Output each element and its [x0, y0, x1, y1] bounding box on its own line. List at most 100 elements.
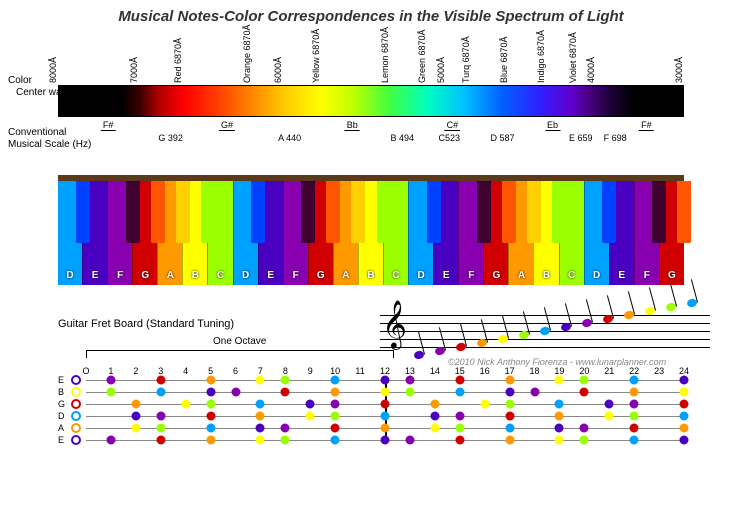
fret-dot [480, 400, 489, 409]
fret-dot [331, 376, 340, 385]
fret-number: 6 [233, 366, 238, 376]
piano-black-key [477, 181, 491, 243]
note-hz-label: E 659 [569, 133, 593, 143]
wavelength-tick: 7000Å [129, 57, 139, 83]
staff-note [434, 346, 446, 356]
staff-line [380, 339, 710, 340]
fret-dot [630, 376, 639, 385]
fret-dot [131, 412, 140, 421]
color-label: Color [8, 75, 32, 86]
staff-note [623, 310, 635, 320]
fret-number: 8 [283, 366, 288, 376]
fret-dot [256, 412, 265, 421]
note-hz-label: F 698 [604, 133, 627, 143]
spectrum-bar [58, 85, 684, 117]
fret-number: 13 [405, 366, 415, 376]
fret-dot [281, 436, 290, 445]
fret-number: 2 [133, 366, 138, 376]
wavelength-tick: 3000Å [674, 57, 684, 83]
fret-dot [306, 412, 315, 421]
key-label: E [267, 270, 274, 281]
fret-dot [630, 436, 639, 445]
piano-black-key [527, 181, 541, 243]
fret-number: 18 [529, 366, 539, 376]
fret-number: 22 [629, 366, 639, 376]
key-label: A [167, 270, 174, 281]
piano: DEFGABCDEFGABCDEFGABCDEFG [58, 175, 684, 285]
fret-dot [131, 400, 140, 409]
key-label: E [92, 270, 99, 281]
fret-number: 10 [330, 366, 340, 376]
wavelength-tick: Green 6870Å [417, 29, 427, 83]
fret-dot [381, 400, 390, 409]
fret-dot [680, 400, 689, 409]
fret-dot [455, 424, 464, 433]
string-label: E [58, 375, 64, 385]
fret-dot [555, 412, 564, 421]
fret-dot [680, 388, 689, 397]
fret-dot [430, 400, 439, 409]
sharp-label: G# [219, 120, 235, 131]
key-label: D [66, 270, 73, 281]
key-label: E [618, 270, 625, 281]
fret-dot [206, 412, 215, 421]
fret-dot [331, 424, 340, 433]
fret-dot [505, 424, 514, 433]
fret-dot [505, 436, 514, 445]
note-hz-label: B 494 [391, 133, 415, 143]
wavelength-tick: Indigo 6870Å [536, 30, 546, 83]
fret-dot [555, 424, 564, 433]
wavelength-tick: Yellow 6870Å [311, 29, 321, 83]
staff: 𝄞 [380, 305, 710, 360]
note-hz-label: G 392 [158, 133, 183, 143]
fret-dot [281, 376, 290, 385]
key-label: C [568, 270, 575, 281]
open-string-ring [71, 411, 81, 421]
fret-dot [156, 436, 165, 445]
fret-dot [555, 436, 564, 445]
fret-number: 16 [480, 366, 490, 376]
fret-number: 21 [604, 366, 614, 376]
fret-dot [331, 412, 340, 421]
piano-black-key [126, 181, 140, 243]
octave-brace [86, 350, 394, 358]
fret-dot [256, 424, 265, 433]
staff-note [686, 298, 698, 308]
key-label: A [518, 270, 525, 281]
fret-dot [381, 436, 390, 445]
fret-dot [206, 388, 215, 397]
piano-black-key [76, 181, 90, 243]
fret-dot [281, 424, 290, 433]
wavelength-tick: Violet 6870Å [568, 32, 578, 83]
scale-label: Musical Scale (Hz) [8, 139, 91, 150]
fret-dot [306, 400, 315, 409]
fret-number: 3 [158, 366, 163, 376]
wavelength-tick: Red 6870Å [173, 38, 183, 83]
octave-label: One Octave [213, 336, 266, 347]
fret-dot [256, 376, 265, 385]
open-string-ring [71, 423, 81, 433]
fret-dot [331, 436, 340, 445]
fret-dot [331, 400, 340, 409]
staff-note [413, 350, 425, 360]
fret-number: 4 [183, 366, 188, 376]
fret-dot [605, 412, 614, 421]
fret-number: 5 [208, 366, 213, 376]
wavelength-tick: Orange 6870Å [242, 24, 252, 83]
fret-dot [605, 400, 614, 409]
fret-dot [331, 388, 340, 397]
fret-dot [131, 424, 140, 433]
piano-black-key [351, 181, 365, 243]
wavelength-tick: 8000Å [48, 57, 58, 83]
string-label: D [58, 411, 65, 421]
piano-black-key [251, 181, 265, 243]
fret-dot [530, 388, 539, 397]
piano-black-key [326, 181, 340, 243]
fret-dot [580, 424, 589, 433]
fret-number: 9 [308, 366, 313, 376]
fret-number: 24 [679, 366, 689, 376]
fret-dot [580, 436, 589, 445]
fret-dot [381, 424, 390, 433]
fret-dot [505, 376, 514, 385]
piano-black-key [552, 181, 566, 243]
